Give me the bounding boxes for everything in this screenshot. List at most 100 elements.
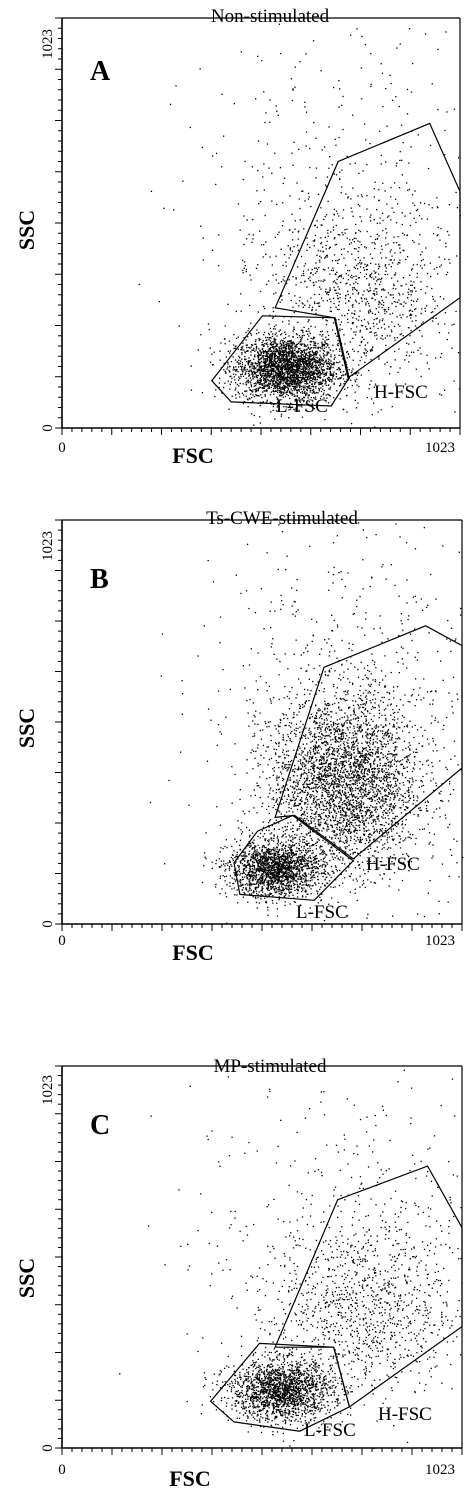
- scatter-point: [238, 880, 240, 882]
- scatter-point: [230, 375, 232, 377]
- scatter-point: [243, 367, 245, 369]
- scatter-point: [298, 390, 300, 392]
- scatter-point: [376, 238, 378, 240]
- scatter-point: [298, 362, 300, 364]
- scatter-point: [277, 372, 279, 375]
- scatter-point: [247, 330, 249, 332]
- scatter-point: [350, 198, 352, 200]
- scatter-point: [260, 354, 262, 357]
- scatter-point: [347, 279, 350, 281]
- scatter-point: [361, 195, 363, 198]
- scatter-point: [381, 72, 384, 74]
- scatter-point: [437, 48, 439, 50]
- scatter-point: [322, 268, 325, 271]
- scatter-point: [306, 392, 308, 394]
- scatter-point: [320, 257, 322, 259]
- scatter-point: [291, 250, 294, 252]
- scatter-point: [288, 887, 290, 889]
- scatter-point: [263, 387, 265, 389]
- scatter-point: [375, 271, 377, 273]
- scatter-point: [391, 277, 393, 279]
- scatter-point: [404, 383, 406, 385]
- scatter-point: [315, 267, 318, 269]
- scatter-point: [399, 303, 401, 305]
- scatter-point: [317, 357, 319, 359]
- scatter-point: [287, 344, 290, 347]
- scatter-point: [320, 70, 322, 72]
- scatter-point: [373, 219, 375, 221]
- scatter-point: [370, 214, 372, 216]
- scatter-point: [377, 327, 379, 330]
- scatter-point: [284, 372, 286, 374]
- scatter-point: [230, 361, 233, 363]
- scatter-point: [383, 310, 386, 312]
- scatter-point: [350, 328, 352, 330]
- scatter-point: [300, 349, 302, 352]
- scatter-point: [273, 393, 275, 395]
- scatter-point: [279, 370, 281, 372]
- scatter-point: [333, 363, 335, 365]
- scatter-point: [356, 289, 358, 292]
- scatter-point: [367, 264, 369, 267]
- scatter-point: [448, 258, 450, 261]
- scatter-point: [283, 366, 285, 368]
- scatter-point: [251, 880, 254, 882]
- scatter-point: [288, 390, 291, 392]
- scatter-point: [312, 859, 315, 861]
- scatter-point: [253, 842, 255, 844]
- scatter-point: [299, 856, 301, 858]
- scatter-point: [318, 280, 320, 282]
- scatter-point: [257, 370, 259, 372]
- scatter-point: [296, 386, 298, 389]
- scatter-point: [225, 371, 227, 374]
- scatter-point: [306, 367, 308, 369]
- scatter-point: [288, 382, 291, 384]
- scatter-point: [296, 378, 298, 380]
- scatter-point: [322, 872, 324, 874]
- scatter-point: [448, 204, 451, 206]
- scatter-point: [260, 380, 262, 382]
- scatter-point: [315, 370, 317, 372]
- scatter-point: [253, 370, 255, 372]
- scatter-point: [257, 395, 259, 397]
- scatter-point: [318, 266, 320, 269]
- scatter-point: [249, 360, 251, 362]
- scatter-point: [300, 352, 302, 354]
- scatter-point: [269, 848, 271, 851]
- scatter-point: [290, 382, 292, 384]
- scatter-point: [373, 278, 375, 280]
- scatter-point: [382, 318, 384, 320]
- scatter-point: [341, 169, 343, 171]
- scatter-point: [330, 360, 332, 362]
- scatter-point: [209, 361, 212, 363]
- scatter-point: [326, 377, 329, 380]
- scatter-point: [398, 261, 400, 264]
- scatter-point: [397, 203, 399, 205]
- panel-a-gate-l-fsc: [211, 315, 350, 407]
- scatter-point: [204, 856, 206, 858]
- scatter-point: [292, 872, 294, 874]
- scatter-point: [236, 368, 238, 371]
- scatter-point: [265, 390, 267, 392]
- scatter-point: [305, 53, 307, 55]
- scatter-point: [271, 384, 273, 387]
- scatter-point: [290, 850, 292, 853]
- scatter-point: [386, 335, 388, 337]
- scatter-point: [374, 288, 376, 290]
- scatter-point: [308, 356, 310, 358]
- scatter-point: [358, 864, 360, 866]
- scatter-point: [305, 353, 307, 356]
- scatter-point: [281, 349, 283, 351]
- scatter-point: [240, 375, 242, 378]
- scatter-point: [286, 356, 289, 358]
- scatter-point: [245, 854, 247, 857]
- scatter-point: [285, 261, 287, 263]
- scatter-point: [383, 308, 385, 310]
- scatter-point: [285, 371, 287, 373]
- scatter-point: [254, 888, 257, 891]
- scatter-point: [286, 381, 288, 384]
- scatter-point: [418, 243, 420, 245]
- scatter-point: [413, 241, 415, 243]
- scatter-point: [294, 361, 297, 363]
- scatter-point: [238, 366, 240, 368]
